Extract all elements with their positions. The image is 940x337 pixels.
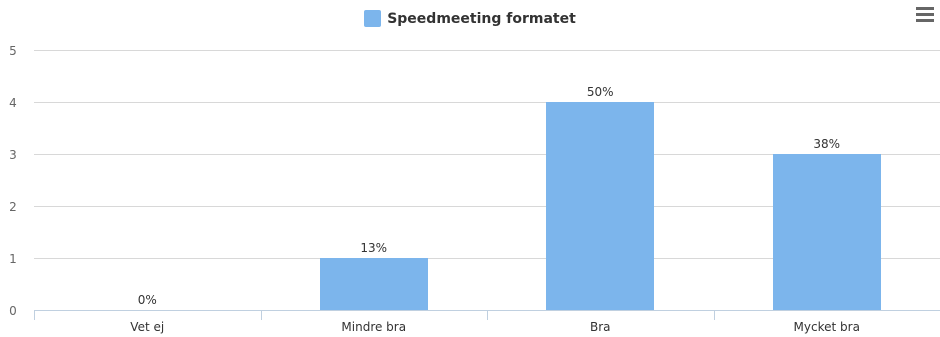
y-tick-label: 1 [9, 252, 17, 266]
data-label: 38% [813, 137, 840, 151]
y-tick-label: 5 [9, 44, 17, 58]
chart-legend[interactable]: Speedmeeting formatet [0, 10, 940, 31]
data-label: 0% [138, 293, 157, 307]
y-tick-label: 3 [9, 148, 17, 162]
y-axis: 0 1 2 3 4 5 [9, 44, 17, 318]
x-tick-label: Bra [590, 320, 611, 334]
bar [320, 258, 428, 310]
legend-swatch [364, 10, 382, 27]
chart-context-menu-button[interactable] [914, 3, 936, 25]
y-tick-label: 2 [9, 200, 17, 214]
legend-label: Speedmeeting formatet [387, 10, 576, 27]
x-tick-label: Vet ej [130, 320, 164, 334]
bars: 0% 13% 50% 38% [138, 85, 881, 310]
bar [546, 102, 654, 310]
bar [773, 154, 881, 310]
x-tick-label: Mindre bra [341, 320, 406, 334]
x-tick-label: Mycket bra [794, 320, 860, 334]
x-axis: Vet ej Mindre bra Bra Mycket bra [34, 310, 940, 334]
y-tick-label: 4 [9, 96, 17, 110]
hamburger-menu-icon [916, 7, 934, 22]
y-tick-label: 0 [9, 304, 17, 318]
data-label: 50% [587, 85, 614, 99]
data-label: 13% [360, 241, 387, 255]
